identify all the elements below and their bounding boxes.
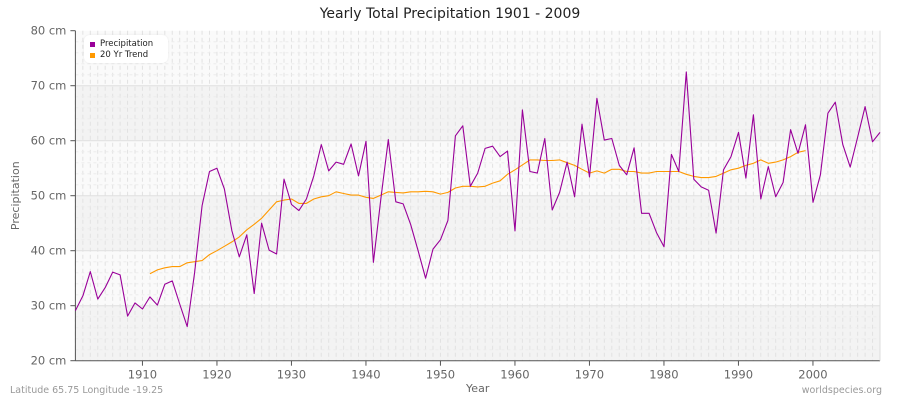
axes	[70, 30, 881, 366]
svg-text:80 cm: 80 cm	[31, 24, 67, 38]
svg-text:1920: 1920	[202, 368, 231, 382]
20-yr-trend-line	[149, 150, 806, 275]
axis-labels: 20 cm 30 cm 40 cm 50 cm 60 cm 70 cm 80 cm 1910 1…	[9, 24, 828, 395]
svg-text:1930: 1930	[277, 368, 306, 382]
legend-label: 20 Yr Trend	[100, 50, 149, 60]
svg-text:Precipitation: Precipitation	[9, 161, 22, 230]
svg-text:2000: 2000	[798, 368, 827, 382]
location-label: Latitude 65.75 Longitude -19.25	[10, 385, 164, 396]
svg-text:1980: 1980	[649, 368, 678, 382]
legend-item-precipitation: Precipitation	[90, 39, 153, 49]
svg-text:Year: Year	[465, 382, 490, 395]
precipitation-line	[74, 71, 881, 328]
data-series	[74, 71, 881, 328]
svg-text:1970: 1970	[575, 368, 604, 382]
chart-title: Yearly Total Precipitation 1901 - 2009	[319, 6, 581, 22]
svg-text:1950: 1950	[426, 368, 455, 382]
svg-text:1990: 1990	[724, 368, 753, 382]
trend-swatch-icon	[90, 52, 95, 58]
svg-text:60 cm: 60 cm	[31, 134, 67, 148]
svg-text:40 cm: 40 cm	[31, 244, 67, 258]
svg-text:30 cm: 30 cm	[31, 299, 67, 313]
svg-text:1960: 1960	[500, 368, 529, 382]
svg-text:50 cm: 50 cm	[31, 189, 67, 203]
svg-text:1910: 1910	[128, 368, 157, 382]
legend: Precipitation 20 Yr Trend	[84, 35, 168, 63]
source-link[interactable]: worldspecies.org	[801, 385, 882, 396]
svg-text:1940: 1940	[351, 368, 380, 382]
svg-text:70 cm: 70 cm	[31, 79, 67, 93]
precipitation-swatch-icon	[90, 41, 95, 47]
legend-label: Precipitation	[100, 39, 154, 49]
svg-text:20 cm: 20 cm	[31, 354, 67, 368]
legend-item-trend: 20 Yr Trend	[90, 50, 148, 60]
